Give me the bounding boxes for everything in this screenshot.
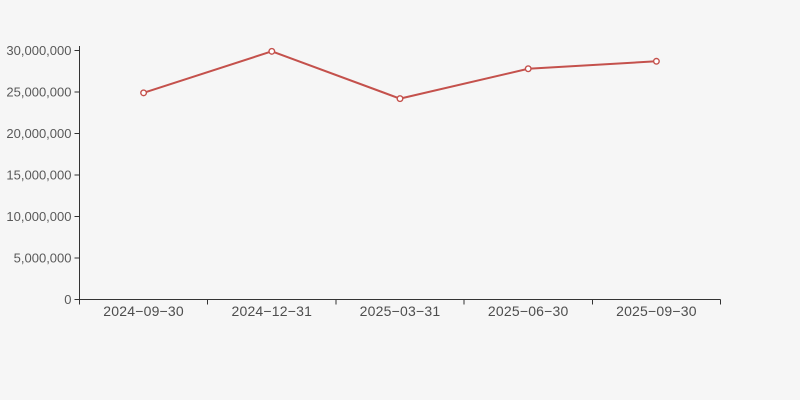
x-axis-tick-label: 2025−09−30	[616, 303, 697, 319]
y-axis-tick-label: 0	[64, 292, 71, 307]
y-axis-tick-label: 25,000,000	[6, 85, 71, 100]
data-point-marker[interactable]	[268, 47, 276, 55]
data-point-marker[interactable]	[652, 57, 660, 65]
y-axis-tick-label: 10,000,000	[6, 209, 71, 224]
x-axis-tick-label: 2024−12−31	[231, 303, 312, 319]
x-axis-tick-label: 2025−03−31	[360, 303, 441, 319]
data-point-marker[interactable]	[524, 65, 532, 73]
series-line	[142, 50, 658, 100]
y-axis-tick-label: 5,000,000	[14, 251, 72, 266]
y-axis-tick-label: 15,000,000	[6, 168, 71, 183]
x-axis-tick-label: 2024−09−30	[103, 303, 184, 319]
x-axis-tick-label: 2025−06−30	[488, 303, 569, 319]
y-axis-tick-label: 30,000,000	[6, 43, 71, 58]
y-axis-tick-label: 20,000,000	[6, 126, 71, 141]
data-point-marker[interactable]	[140, 89, 148, 97]
data-point-marker[interactable]	[396, 95, 404, 103]
